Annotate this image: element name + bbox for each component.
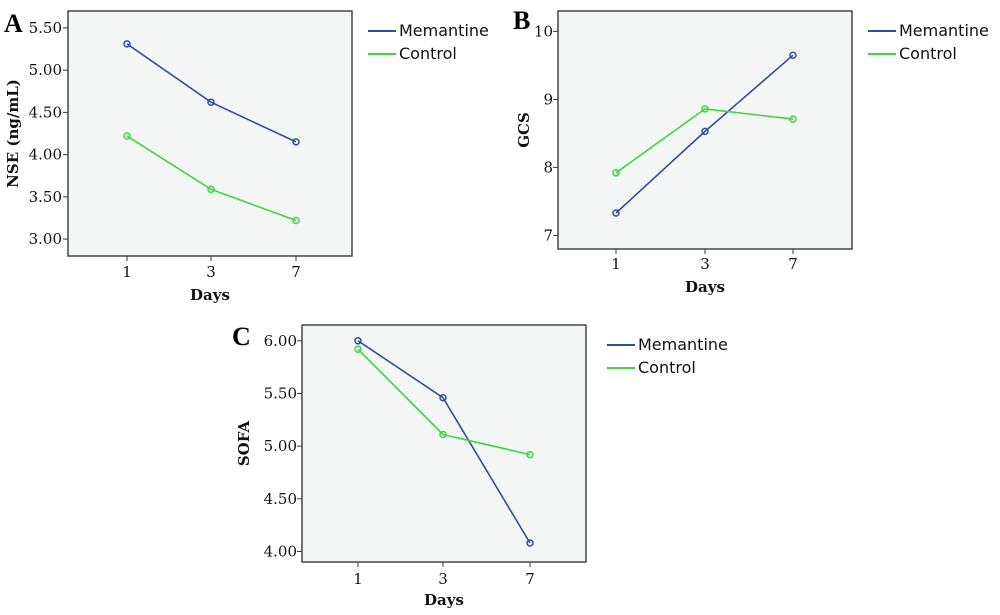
data-point-control — [292, 216, 300, 225]
series-line-memantine — [357, 340, 531, 544]
data-point-control — [123, 132, 131, 140]
x-tick-label: 1 — [122, 263, 132, 281]
data-point-control — [354, 345, 362, 353]
legend-label-control: Control — [899, 44, 957, 63]
x-tick-label: 7 — [291, 263, 301, 281]
plot-area — [67, 10, 353, 257]
y-axis-label: GCS — [515, 112, 533, 148]
y-tick-label: 4.00 — [264, 542, 297, 560]
y-tick-label: 4.00 — [29, 146, 62, 164]
data-point-memantine — [526, 539, 534, 547]
legend-label-control: Control — [399, 44, 457, 63]
x-tick-label: 1 — [611, 255, 621, 273]
legend: Memantine Control — [607, 335, 728, 377]
data-point-memantine — [789, 51, 797, 59]
panel-a: A 3.00 3.50 4.00 4.50 5.00 5.50 1 3 7 Days NSE (ng/… — [4, 9, 489, 304]
data-point-control — [789, 115, 797, 123]
panel-c: C 4.00 4.50 5.00 5.50 6.00 1 3 7 Days SOFA Memantin… — [232, 322, 728, 609]
y-tick-label: 5.50 — [29, 19, 62, 37]
panel-b: B 7 8 9 10 1 3 7 Days GCS Memantine Control — [513, 6, 989, 296]
y-axis-label: SOFA — [235, 420, 253, 466]
series-line-control — [615, 108, 794, 174]
y-tick-label: 7 — [543, 226, 553, 244]
panel-letter: A — [4, 9, 23, 38]
plot-area — [301, 324, 587, 563]
y-axis-label: NSE (ng/mL) — [4, 79, 22, 188]
y-tick-label: 3.50 — [29, 188, 62, 206]
series-line-memantine — [126, 43, 297, 143]
x-axis-label: Days — [190, 286, 230, 304]
data-point-control — [439, 430, 447, 439]
legend-label-memantine: Memantine — [899, 21, 989, 40]
data-point-control — [526, 450, 534, 459]
y-tick-label: 5.00 — [264, 437, 297, 455]
y-tick-label: 4.50 — [264, 490, 297, 508]
legend-label-memantine: Memantine — [638, 335, 728, 354]
x-tick-label: 7 — [788, 255, 798, 273]
data-point-control — [207, 185, 215, 194]
data-point-memantine — [701, 127, 709, 136]
series-line-memantine — [615, 54, 794, 214]
x-tick-label: 7 — [525, 570, 535, 588]
x-tick-label: 3 — [206, 263, 216, 281]
data-point-memantine — [354, 337, 362, 345]
panel-letter: B — [513, 6, 530, 35]
data-point-control — [612, 169, 620, 177]
x-tick-label: 3 — [700, 255, 710, 273]
legend-label-control: Control — [638, 358, 696, 377]
panel-letter: C — [232, 322, 251, 351]
y-tick-label: 5.00 — [29, 61, 62, 79]
y-tick-label: 3.00 — [29, 230, 62, 248]
x-tick-label: 3 — [438, 570, 448, 588]
series-line-control — [357, 348, 531, 456]
y-tick-label: 8 — [543, 158, 553, 176]
data-point-memantine — [612, 209, 620, 217]
x-tick-label: 1 — [353, 570, 363, 588]
data-point-memantine — [207, 98, 215, 106]
data-point-memantine — [292, 138, 300, 146]
y-tick-label: 4.50 — [29, 103, 62, 121]
x-axis-label: Days — [685, 278, 725, 296]
data-point-memantine — [123, 40, 131, 48]
legend: Memantine Control — [868, 21, 989, 63]
y-tick-label: 10 — [534, 22, 553, 40]
data-point-control — [701, 105, 709, 113]
plot-area — [557, 10, 853, 250]
legend-label-memantine: Memantine — [399, 21, 489, 40]
y-tick-label: 6.00 — [264, 332, 297, 350]
data-point-memantine — [439, 393, 447, 402]
y-tick-label: 9 — [543, 90, 553, 108]
series-line-control — [126, 135, 297, 222]
x-axis-label: Days — [424, 591, 464, 609]
y-tick-label: 5.50 — [264, 384, 297, 402]
legend: Memantine Control — [368, 21, 489, 63]
